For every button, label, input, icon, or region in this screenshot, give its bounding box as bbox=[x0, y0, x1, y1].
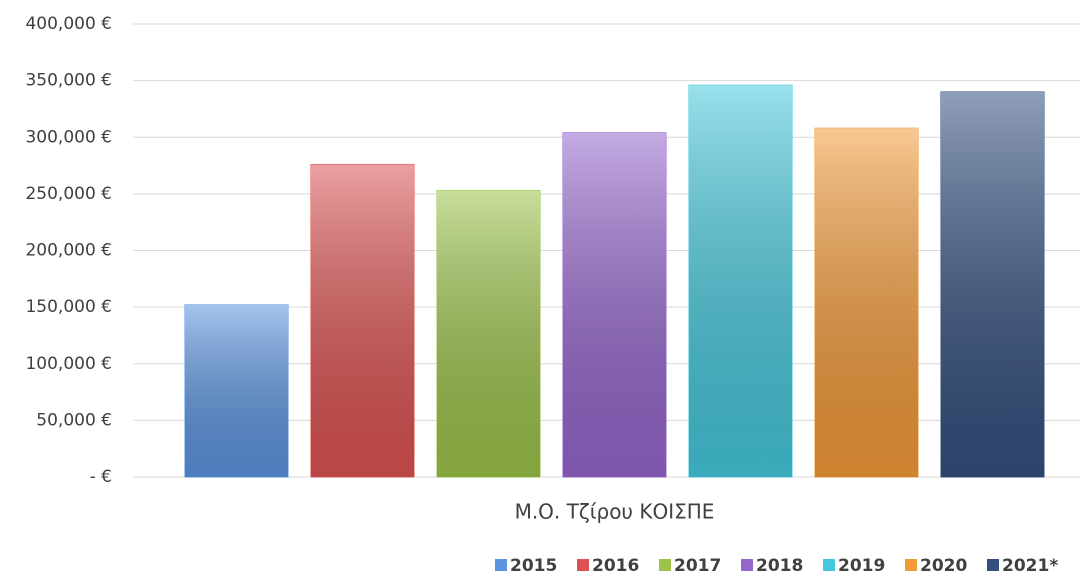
legend-label: 2016 bbox=[592, 556, 639, 576]
legend-label: 2017 bbox=[674, 556, 721, 576]
y-tick-label: 300,000 € bbox=[25, 127, 112, 147]
legend-swatch bbox=[823, 559, 835, 571]
legend-swatch bbox=[741, 559, 753, 571]
legend-swatch bbox=[495, 559, 507, 571]
legend-swatch bbox=[659, 559, 671, 571]
legend-label: 2018 bbox=[756, 556, 803, 576]
bar-shine bbox=[311, 164, 414, 477]
bar-shine bbox=[185, 304, 288, 477]
bar-shine bbox=[437, 190, 540, 478]
bar-shine bbox=[815, 128, 918, 477]
y-tick-label: 150,000 € bbox=[25, 297, 112, 317]
legend-swatch bbox=[577, 559, 589, 571]
y-tick-label: 50,000 € bbox=[36, 410, 112, 430]
bar-shine bbox=[563, 132, 666, 477]
y-tick-label: 400,000 € bbox=[25, 14, 112, 34]
legend-label: 2015 bbox=[510, 556, 557, 576]
legend-label: 2021* bbox=[1002, 556, 1058, 576]
bar-shine bbox=[941, 91, 1044, 477]
y-tick-label: - € bbox=[90, 467, 112, 487]
bar-shine bbox=[689, 85, 792, 477]
y-tick-label: 200,000 € bbox=[25, 241, 112, 261]
y-tick-label: 100,000 € bbox=[25, 354, 112, 374]
legend-label: 2020 bbox=[920, 556, 967, 576]
y-tick-label: 250,000 € bbox=[25, 184, 112, 204]
legend-swatch bbox=[987, 559, 999, 571]
y-tick-label: 350,000 € bbox=[25, 71, 112, 91]
x-tick-label: Μ.Ο. Τζίρου ΚΟΙΣΠΕ bbox=[515, 500, 715, 524]
legend-swatch bbox=[905, 559, 917, 571]
legend-label: 2019 bbox=[838, 556, 885, 576]
